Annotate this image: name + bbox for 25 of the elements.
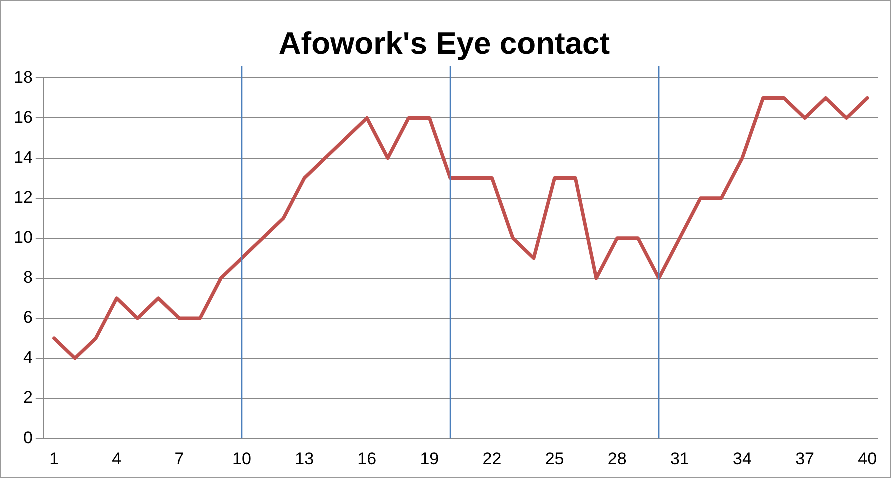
x-tick-label: 22 xyxy=(482,449,502,468)
y-tick-label: 14 xyxy=(14,148,33,167)
x-tick-label: 13 xyxy=(295,449,314,468)
x-tick-label: 31 xyxy=(670,449,690,468)
x-tick-label: 10 xyxy=(232,449,252,468)
x-tick-label: 40 xyxy=(858,449,878,468)
y-tick-label: 10 xyxy=(14,228,33,248)
x-tick-label: 4 xyxy=(112,449,122,468)
y-tick-label: 4 xyxy=(23,348,33,368)
x-tick-label: 16 xyxy=(358,449,377,468)
x-tick-label: 7 xyxy=(174,449,184,468)
x-tick-label: 34 xyxy=(733,449,752,468)
y-tick-label: 6 xyxy=(23,308,33,328)
y-tick-label: 16 xyxy=(14,108,33,127)
x-tick-label: 28 xyxy=(608,449,627,468)
y-tick-label: 0 xyxy=(23,428,33,448)
y-tick-label: 2 xyxy=(23,388,33,408)
x-tick-label: 19 xyxy=(420,449,440,468)
y-tick-label: 8 xyxy=(23,268,33,288)
y-tick-label: 12 xyxy=(14,188,33,208)
chart-title: Afowork's Eye contact xyxy=(278,26,610,62)
x-tick-label: 37 xyxy=(796,449,814,468)
x-tick-label: 25 xyxy=(545,449,564,468)
y-tick-label: 18 xyxy=(14,68,33,87)
x-tick-label: 1 xyxy=(50,449,60,468)
